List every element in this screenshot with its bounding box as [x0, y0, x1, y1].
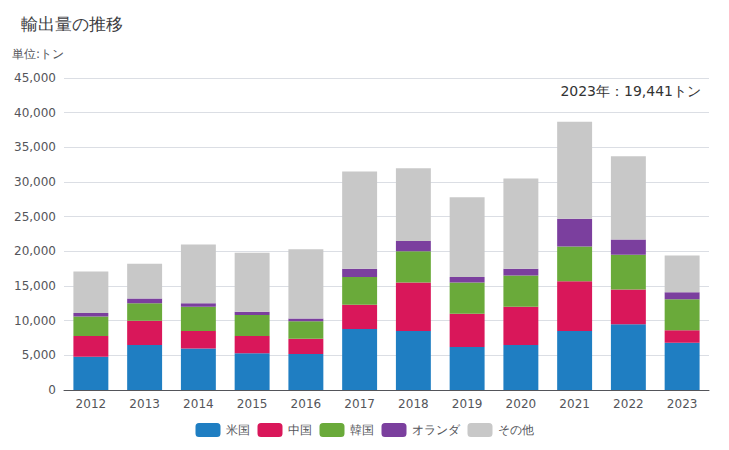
svg-text:15,000: 15,000 — [14, 279, 56, 293]
svg-text:単位:トン: 単位:トン — [12, 47, 64, 61]
svg-text:2013: 2013 — [129, 397, 160, 411]
svg-text:韓国: 韓国 — [350, 423, 374, 437]
svg-text:10,000: 10,000 — [14, 314, 56, 328]
svg-text:2019: 2019 — [452, 397, 483, 411]
svg-text:45,000: 45,000 — [14, 71, 56, 85]
svg-text:オランダ: オランダ — [412, 423, 461, 437]
svg-text:2017: 2017 — [344, 397, 375, 411]
svg-text:2023年：19,441トン: 2023年：19,441トン — [560, 83, 701, 99]
svg-text:2021: 2021 — [559, 397, 590, 411]
svg-text:輸出量の推移: 輸出量の推移 — [21, 14, 123, 34]
svg-text:20,000: 20,000 — [14, 244, 56, 258]
svg-text:2023: 2023 — [667, 397, 698, 411]
svg-text:35,000: 35,000 — [14, 140, 56, 154]
svg-text:中国: 中国 — [288, 423, 312, 437]
svg-text:30,000: 30,000 — [14, 175, 56, 189]
svg-text:2016: 2016 — [291, 397, 322, 411]
svg-text:0: 0 — [48, 383, 56, 397]
svg-text:2015: 2015 — [237, 397, 268, 411]
svg-text:2020: 2020 — [506, 397, 537, 411]
svg-text:2022: 2022 — [613, 397, 644, 411]
svg-text:米国: 米国 — [226, 423, 250, 437]
svg-text:2012: 2012 — [76, 397, 107, 411]
svg-text:その他: その他 — [498, 423, 534, 437]
svg-text:40,000: 40,000 — [14, 106, 56, 120]
svg-text:5,000: 5,000 — [22, 348, 56, 362]
svg-text:2014: 2014 — [183, 397, 214, 411]
svg-text:2018: 2018 — [398, 397, 429, 411]
svg-text:25,000: 25,000 — [14, 210, 56, 224]
